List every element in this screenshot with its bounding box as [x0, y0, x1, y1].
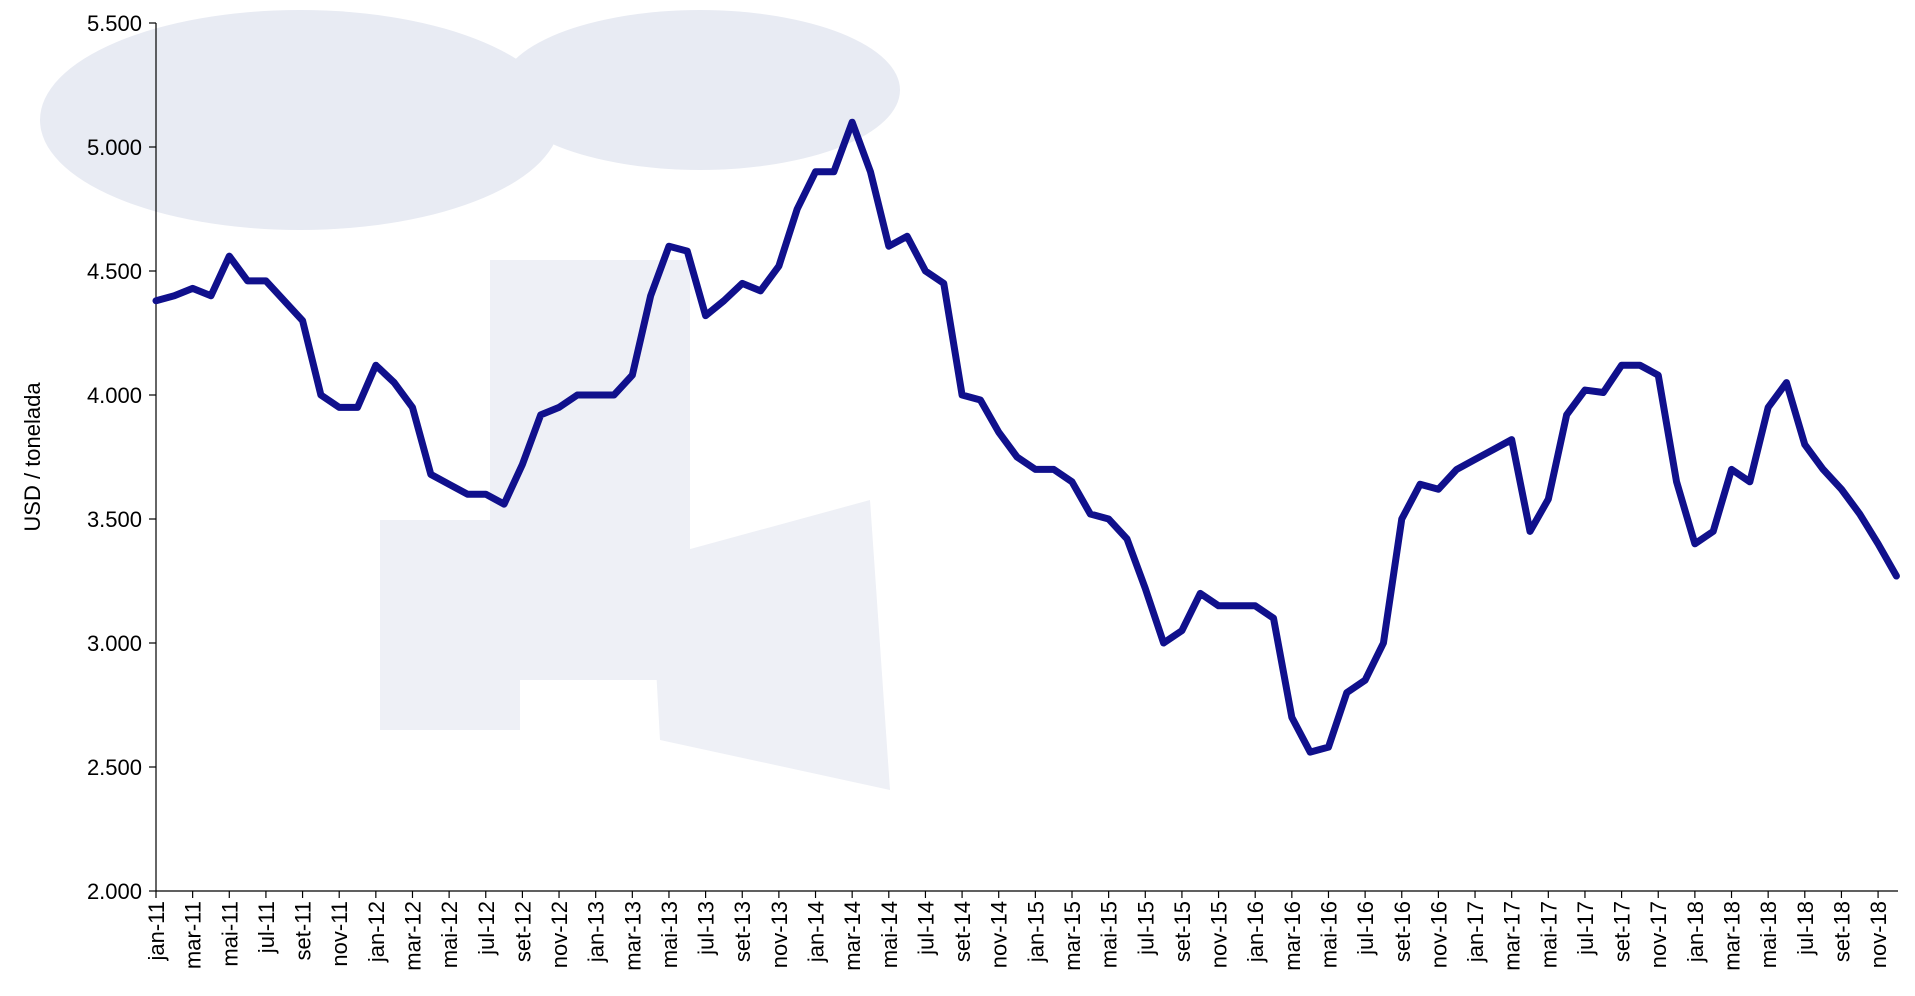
x-tick-label: set-14	[950, 901, 975, 962]
x-tick-label: jan-17	[1463, 901, 1488, 963]
x-tick-label: set-15	[1170, 901, 1195, 962]
x-tick-label: nov-18	[1866, 901, 1891, 968]
x-tick-label: mai-18	[1756, 901, 1781, 968]
x-tick-label: mai-17	[1536, 901, 1561, 968]
x-tick-label: jul-12	[474, 901, 499, 956]
x-tick-label: set-13	[730, 901, 755, 962]
x-tick-label: mar-17	[1500, 901, 1525, 971]
x-tick-label: jan-12	[364, 901, 389, 963]
x-tick-label: jan-14	[804, 901, 829, 963]
x-tick-label: mar-13	[620, 901, 645, 971]
x-tick-label: mai-11	[217, 901, 242, 967]
x-tick-label: jan-15	[1023, 901, 1048, 963]
x-tick-label: nov-16	[1426, 901, 1451, 968]
y-tick-label: 2.000	[87, 879, 142, 904]
y-tick-label: 5.000	[87, 135, 142, 160]
x-tick-label: nov-11	[327, 901, 352, 967]
x-tick-label: mar-18	[1720, 901, 1745, 971]
x-tick-label: jul-14	[913, 901, 938, 956]
watermark	[40, 10, 900, 790]
x-tick-label: nov-13	[767, 901, 792, 968]
x-tick-label: nov-17	[1646, 901, 1671, 968]
x-tick-label: mar-11	[181, 901, 206, 969]
x-tick-label: nov-14	[987, 901, 1012, 968]
x-tick-label: jul-15	[1133, 901, 1158, 956]
x-tick-label: mar-12	[400, 901, 425, 971]
x-tick-label: jul-17	[1573, 901, 1598, 956]
y-tick-label: 2.500	[87, 755, 142, 780]
x-tick-label: set-16	[1390, 901, 1415, 962]
y-tick-label: 3.000	[87, 631, 142, 656]
x-tick-label: jul-11	[254, 901, 279, 954]
y-tick-label: 5.500	[87, 11, 142, 36]
x-tick-label: mai-13	[657, 901, 682, 968]
y-tick-label: 4.500	[87, 259, 142, 284]
y-tick-label: 4.000	[87, 383, 142, 408]
x-tick-label: nov-12	[547, 901, 572, 968]
y-axis-title: USD / tonelada	[20, 382, 45, 532]
x-tick-label: set-11	[291, 901, 316, 961]
x-tick-label: set-18	[1829, 901, 1854, 962]
x-tick-label: jul-13	[694, 901, 719, 956]
x-tick-label: mai-16	[1316, 901, 1341, 968]
x-tick-label: nov-15	[1207, 901, 1232, 968]
x-tick-label: jan-16	[1243, 901, 1268, 963]
x-tick-label: mai-15	[1097, 901, 1122, 968]
x-tick-label: mar-14	[840, 901, 865, 971]
data-line	[152, 118, 1900, 756]
x-tick-label: set-17	[1610, 901, 1635, 962]
x-tick-label: mar-16	[1280, 901, 1305, 971]
x-tick-label: jan-11	[144, 901, 169, 962]
x-tick-label: jul-16	[1353, 901, 1378, 956]
x-tick-label: jul-18	[1793, 901, 1818, 956]
x-tick-label: jan-13	[584, 901, 609, 963]
x-tick-label: mai-12	[437, 901, 462, 968]
x-tick-label: mar-15	[1060, 901, 1085, 971]
y-tick-label: 3.500	[87, 507, 142, 532]
x-tick-label: jan-18	[1683, 901, 1708, 963]
x-tick-label: mai-14	[877, 901, 902, 968]
x-tick-label: set-12	[510, 901, 535, 962]
